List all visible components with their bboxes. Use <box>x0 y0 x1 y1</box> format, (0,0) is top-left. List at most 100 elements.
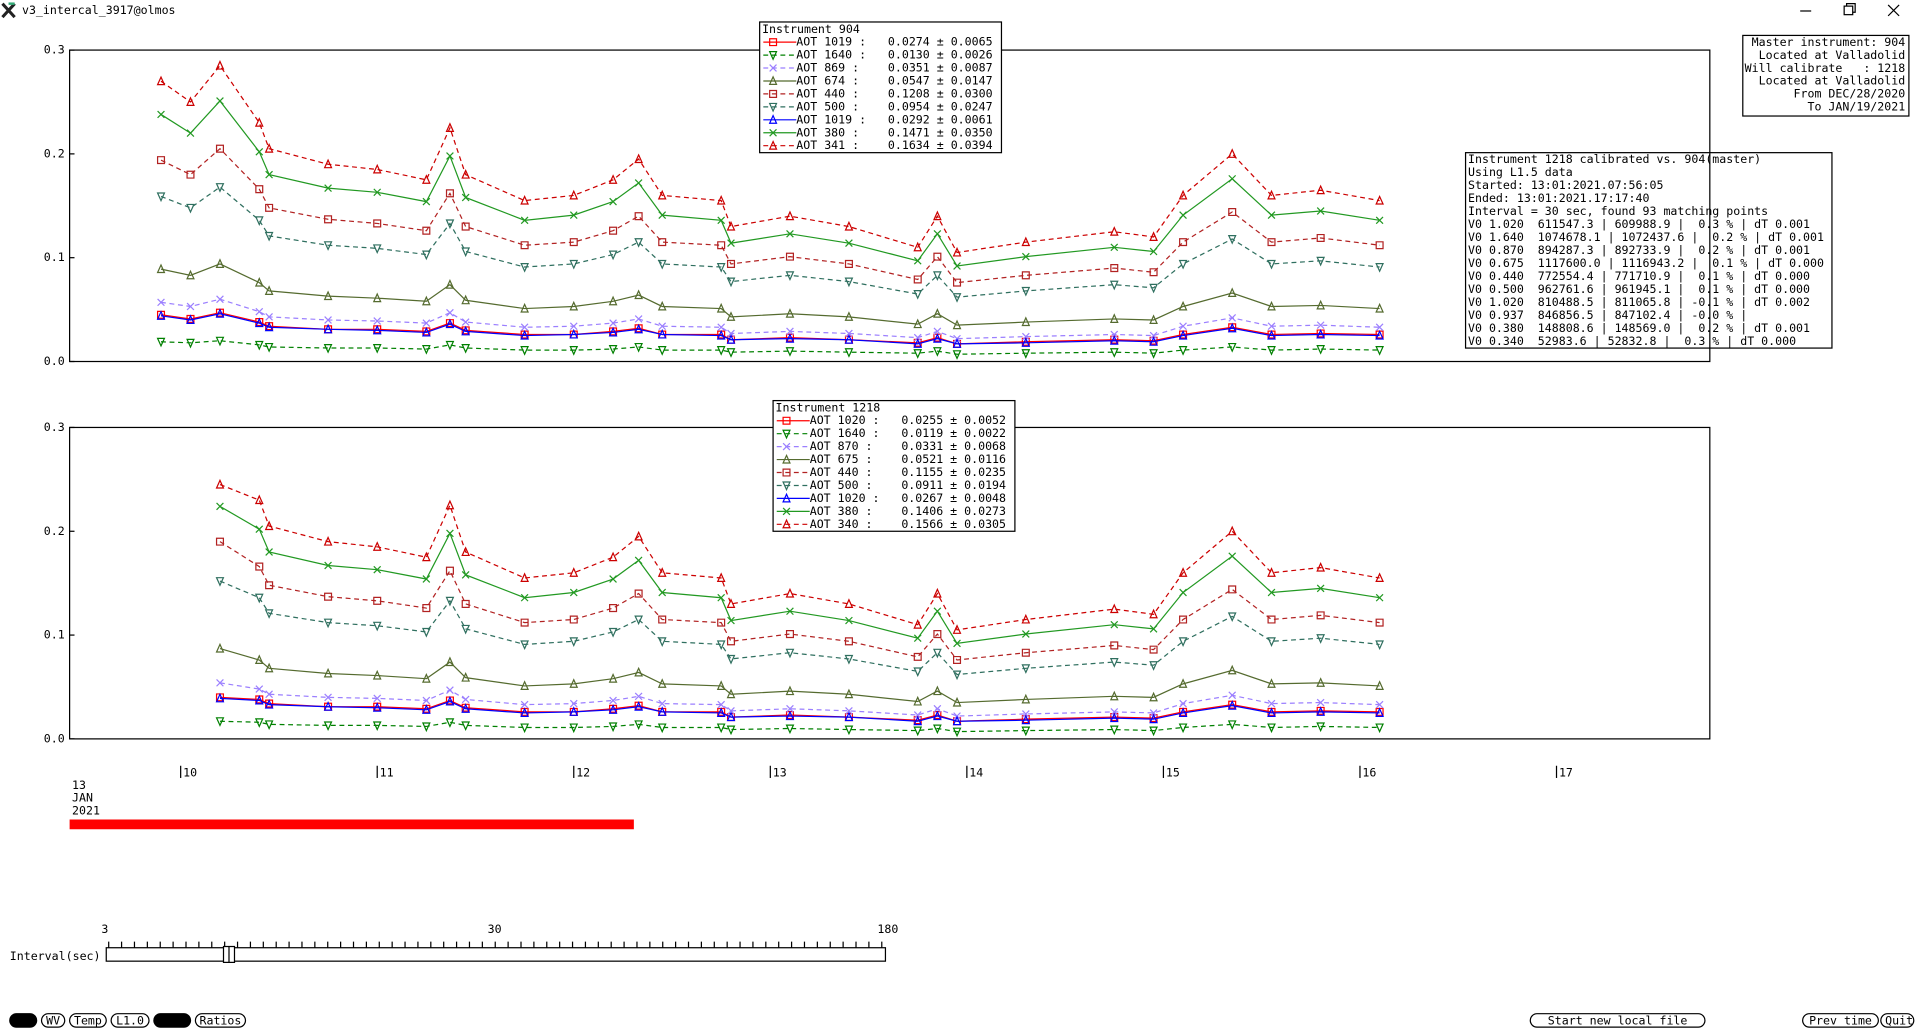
marker <box>1178 329 1188 340</box>
marker <box>446 152 454 160</box>
marker <box>913 318 923 329</box>
action-button-label[interactable]: Start new local file <box>1548 1014 1688 1028</box>
marker <box>1021 337 1031 347</box>
marker <box>1316 299 1326 310</box>
mode-button[interactable]: AOT <box>9 1013 38 1028</box>
marker <box>1227 148 1237 158</box>
marker <box>845 616 853 625</box>
legend-stat: 0.0547 ± 0.0147 <box>888 73 993 87</box>
marker <box>1227 342 1237 353</box>
legend-name: AOT 440 : <box>810 465 873 479</box>
marker <box>1149 268 1158 277</box>
marker <box>1316 321 1325 330</box>
legend-stat: 0.0119 ± 0.0022 <box>901 426 1006 440</box>
marker <box>422 319 431 327</box>
mode-button-label[interactable]: L1.5 <box>158 1014 186 1028</box>
marker <box>1375 302 1384 313</box>
marker <box>569 588 578 597</box>
marker <box>1109 725 1119 736</box>
series-line <box>219 720 1380 733</box>
action-button-frame[interactable] <box>1529 1013 1706 1028</box>
marker <box>913 289 923 300</box>
marker <box>1149 709 1158 717</box>
y-tick-label: 0.0 <box>44 354 65 368</box>
marker <box>461 703 471 713</box>
close-button[interactable] <box>1887 4 1900 17</box>
action-button[interactable]: Start new local file <box>1529 1013 1706 1028</box>
action-button-label[interactable]: Quit <box>1885 1014 1913 1028</box>
mode-button[interactable]: L1.0 <box>110 1013 150 1028</box>
marker <box>1227 700 1237 710</box>
marker <box>1375 572 1384 583</box>
marker <box>1109 603 1119 614</box>
marker <box>461 318 470 326</box>
marker <box>634 342 643 353</box>
mode-button-frame[interactable] <box>110 1013 150 1028</box>
marker <box>913 695 923 706</box>
legend-marker <box>782 453 791 464</box>
marker <box>1179 588 1187 597</box>
marker <box>461 721 471 732</box>
marker <box>255 562 264 571</box>
action-button[interactable]: Prev time <box>1802 1013 1879 1028</box>
marker <box>373 317 382 325</box>
marker <box>1267 567 1276 577</box>
mode-button-label[interactable]: WV <box>46 1014 60 1028</box>
marker <box>913 333 922 342</box>
marker <box>1267 588 1276 597</box>
marker <box>844 711 854 722</box>
marker <box>1316 677 1326 687</box>
marker <box>634 692 643 701</box>
legend-stat: 0.0521 ± 0.0116 <box>901 452 1006 466</box>
mode-button-frame[interactable] <box>153 1013 192 1028</box>
marker <box>156 337 166 348</box>
marker <box>727 329 735 338</box>
maximize-button[interactable] <box>1843 3 1856 16</box>
y-tick-label: 0.3 <box>44 420 65 434</box>
marker <box>1021 332 1030 341</box>
marker <box>1375 346 1384 356</box>
calibration-info-line: Instrument 1218 calibrated vs. 904(maste… <box>1468 152 1761 166</box>
marker <box>569 189 579 200</box>
legend-box <box>772 399 1016 532</box>
mode-button-frame[interactable] <box>9 1013 38 1028</box>
marker <box>785 308 795 318</box>
mode-button-frame[interactable] <box>40 1013 66 1028</box>
marker <box>215 308 225 318</box>
marker <box>913 715 923 726</box>
mode-button-frame[interactable] <box>194 1013 247 1028</box>
marker <box>1021 726 1031 737</box>
marker <box>657 678 667 688</box>
marker <box>461 325 471 336</box>
mode-button[interactable]: Ratios <box>194 1013 247 1028</box>
marker <box>953 278 962 287</box>
marker <box>372 244 382 254</box>
marker <box>1149 645 1158 654</box>
marker <box>216 97 224 105</box>
mode-button-label[interactable]: L1.0 <box>116 1014 144 1028</box>
mode-button-frame[interactable] <box>69 1013 107 1028</box>
marker <box>461 169 471 179</box>
marker <box>608 326 618 337</box>
marker <box>786 229 794 238</box>
marker <box>785 271 795 281</box>
action-button-frame[interactable] <box>1880 1013 1915 1028</box>
marker <box>422 575 431 583</box>
mode-button[interactable]: WV <box>40 1013 66 1028</box>
marker <box>952 727 962 738</box>
marker <box>569 567 579 577</box>
mode-button-label[interactable]: Ratios <box>199 1014 241 1028</box>
legend-name: AOT 1640 : <box>810 426 880 440</box>
marker <box>373 219 382 228</box>
mode-button[interactable]: Temp <box>69 1013 107 1028</box>
mode-button-label[interactable]: Temp <box>74 1014 102 1028</box>
interval-slider[interactable]: Interval(sec)3 30 180 <box>10 922 899 963</box>
marker <box>785 252 794 261</box>
action-button-frame[interactable] <box>1802 1013 1879 1028</box>
action-button-label[interactable]: Prev time <box>1809 1014 1872 1028</box>
action-button[interactable]: Quit <box>1880 1013 1915 1028</box>
mode-button-label[interactable]: AOT <box>13 1014 34 1028</box>
marker <box>608 250 618 261</box>
mode-button[interactable]: L1.5 <box>153 1013 192 1028</box>
